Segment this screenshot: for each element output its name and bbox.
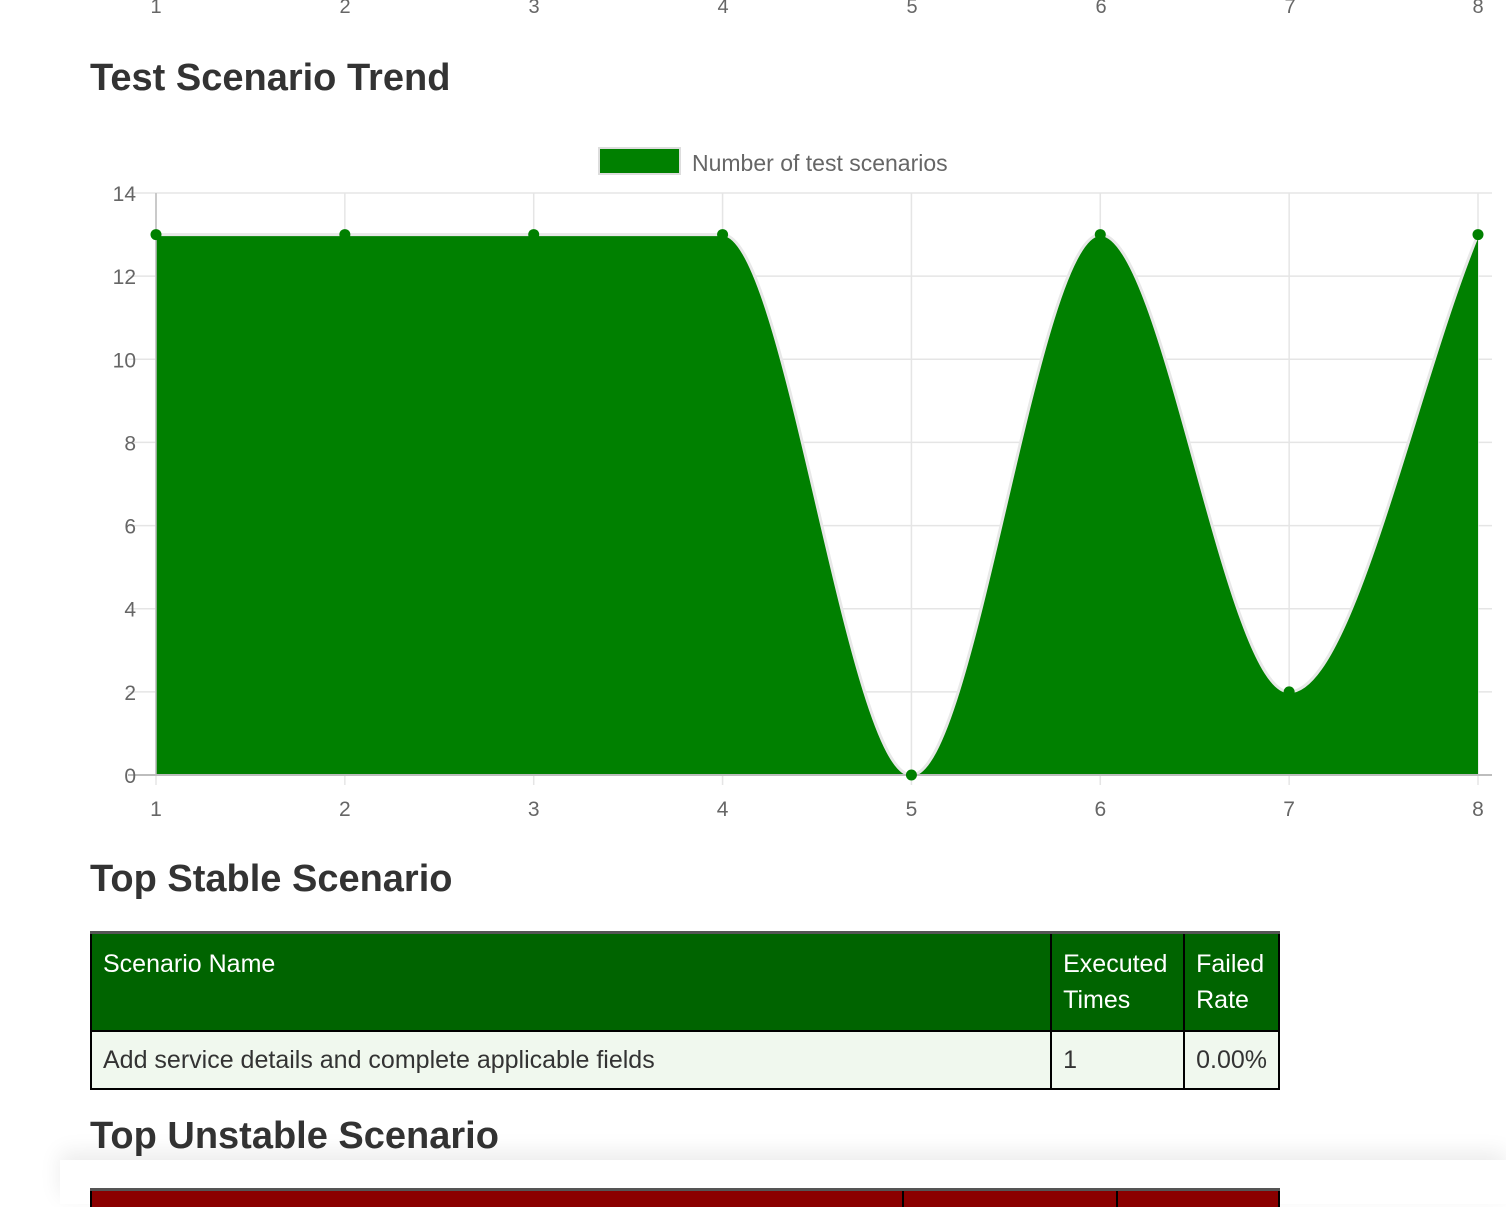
table-header-row: Scenario Name Executed Times Failed Rate <box>91 933 1279 1032</box>
column-header[interactable] <box>91 1190 903 1207</box>
column-header[interactable] <box>903 1190 1117 1207</box>
data-point <box>339 229 350 240</box>
data-point <box>151 229 162 240</box>
y-tick-label: 6 <box>124 516 136 539</box>
unstable-section-title: Top Unstable Scenario <box>90 1115 499 1158</box>
column-header-scenario-name[interactable]: Scenario Name <box>91 933 1051 1032</box>
top-tick: 8 <box>1472 0 1483 19</box>
x-tick-label: 7 <box>1283 798 1295 821</box>
data-point <box>528 229 539 240</box>
top-tick: 3 <box>528 0 539 19</box>
scenario-name-cell: Add service details and complete applica… <box>91 1031 1051 1089</box>
column-header-failed-rate[interactable]: Failed Rate <box>1184 933 1279 1032</box>
data-point <box>1473 229 1484 240</box>
y-tick-label: 12 <box>113 266 136 289</box>
top-axis-ticks: 1 2 3 4 5 6 7 8 <box>0 0 1506 22</box>
stable-scenario-table: Scenario Name Executed Times Failed Rate… <box>90 931 1280 1090</box>
column-header-executed-times[interactable]: Executed Times <box>1051 933 1184 1032</box>
data-point <box>906 770 917 781</box>
x-tick-label: 2 <box>339 798 351 821</box>
top-tick: 7 <box>1284 0 1295 19</box>
y-tick-label: 0 <box>124 765 136 788</box>
x-tick-label: 3 <box>528 798 540 821</box>
top-tick: 1 <box>150 0 161 19</box>
failed-rate-cell: 0.00% <box>1184 1031 1279 1089</box>
x-tick-label: 5 <box>906 798 918 821</box>
top-tick: 5 <box>906 0 917 19</box>
x-tick-label: 4 <box>717 798 729 821</box>
top-tick: 6 <box>1095 0 1106 19</box>
x-tick-label: 1 <box>150 798 162 821</box>
data-point <box>1284 686 1295 697</box>
y-tick-label: 8 <box>124 432 136 455</box>
top-tick: 2 <box>339 0 350 19</box>
executed-times-cell: 1 <box>1051 1031 1184 1089</box>
column-header[interactable] <box>1117 1190 1279 1207</box>
table-header-row <box>91 1190 1279 1207</box>
data-point <box>717 229 728 240</box>
legend-swatch <box>599 148 680 174</box>
x-tick-label: 6 <box>1094 798 1106 821</box>
data-point <box>1095 229 1106 240</box>
trend-section-title: Test Scenario Trend <box>90 57 450 100</box>
y-tick-label: 4 <box>124 599 136 622</box>
y-tick-label: 2 <box>124 682 136 705</box>
y-tick-label: 10 <box>113 349 136 372</box>
top-tick: 4 <box>717 0 728 19</box>
unstable-scenario-table <box>90 1188 1280 1207</box>
stable-section-title: Top Stable Scenario <box>90 858 452 901</box>
y-tick-label: 14 <box>113 183 137 206</box>
legend-label: Number of test scenarios <box>692 150 948 176</box>
table-row: Add service details and complete applica… <box>91 1031 1279 1089</box>
x-tick-label: 8 <box>1472 798 1484 821</box>
